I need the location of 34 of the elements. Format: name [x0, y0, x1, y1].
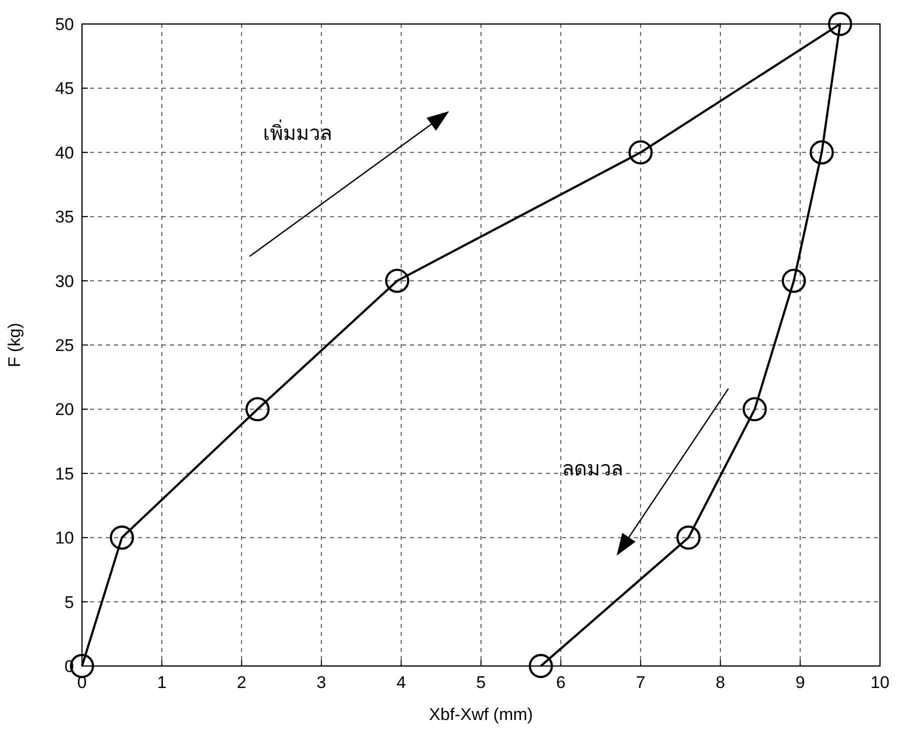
point [528, 654, 553, 678]
point [676, 526, 701, 550]
y-tick-label: 50 [55, 14, 74, 34]
y-tick-label: 20 [55, 400, 74, 420]
y-tick-label: 15 [55, 464, 74, 484]
y-tick-label: 30 [55, 272, 74, 291]
x-tick-label: 3 [316, 673, 326, 692]
annotation: ลดมวล [562, 458, 624, 480]
x-tick-label: 9 [795, 673, 805, 692]
point [810, 140, 834, 164]
y-axis-title: F (kg) [5, 322, 24, 368]
x-tick-label: 7 [636, 673, 646, 692]
point [628, 140, 653, 164]
x-tick-label: 5 [476, 673, 486, 692]
x-tick-label: 10 [870, 673, 890, 692]
y-tick-label: 5 [64, 592, 74, 612]
y-tick-label: 25 [55, 336, 74, 355]
point [742, 397, 767, 422]
point [245, 397, 270, 422]
x-axis-title: Xbf-Xwf (mm) [429, 705, 533, 724]
point [385, 268, 410, 293]
y-tick-label: 10 [55, 528, 74, 548]
y-tick-label: 45 [55, 79, 74, 98]
y-tick-label: 40 [55, 143, 74, 162]
annotation: เพิ่มมวล [262, 119, 332, 146]
point [828, 12, 852, 36]
point [782, 268, 806, 293]
x-tick-label: 8 [716, 673, 726, 692]
point [110, 526, 134, 550]
y-tick-label: 35 [55, 208, 74, 227]
x-tick-label: 2 [236, 673, 246, 692]
x-tick-label: 6 [556, 673, 566, 692]
x-tick-label: 4 [396, 673, 406, 692]
x-tick-label: 1 [157, 673, 167, 692]
